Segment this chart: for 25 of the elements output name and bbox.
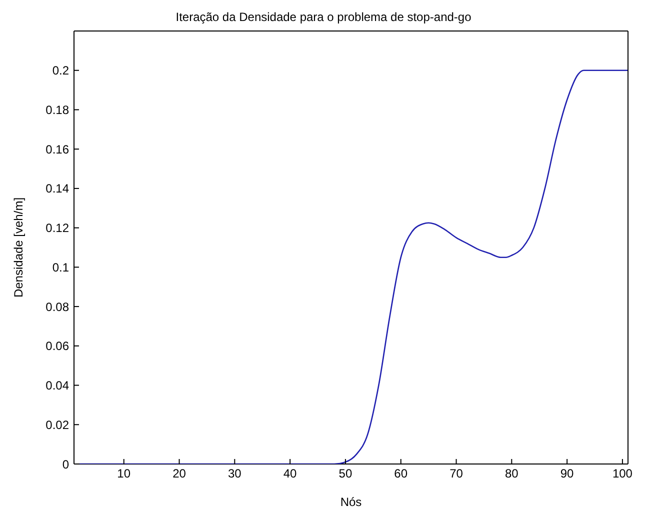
- line-series: [78, 70, 628, 464]
- y-tick-label: 0.02: [46, 418, 70, 432]
- x-tick-label: 70: [450, 466, 464, 481]
- y-tick-label: 0.16: [46, 142, 70, 156]
- x-tick-label: 30: [228, 466, 242, 481]
- x-tick-label: 20: [172, 466, 186, 481]
- x-tick-label: 50: [338, 466, 352, 481]
- y-tick-label: 0.18: [46, 102, 70, 117]
- y-tick-label: 0.12: [46, 221, 70, 236]
- x-axis-title: Nós: [340, 495, 362, 509]
- y-tick-label: 0.2: [52, 64, 70, 78]
- chart-title: Iteração da Densidade para o problema de stop-and-go: [174, 9, 472, 26]
- y-tick-label: 0.14: [46, 182, 70, 196]
- y-tick-label: 0.04: [46, 378, 70, 393]
- x-tick-label: 10: [117, 466, 131, 481]
- y-tick-label: 0: [62, 457, 70, 472]
- x-tick-label: 90: [560, 466, 574, 481]
- x-tick-label: 60: [394, 466, 408, 481]
- y-tick-label: 0.1: [52, 260, 70, 274]
- y-tick-label: 0.08: [46, 300, 70, 314]
- x-tick-label: 40: [283, 466, 298, 481]
- x-tick-label: 100: [612, 466, 633, 481]
- y-tick-label: 0.06: [46, 339, 70, 354]
- x-tick-label: 80: [504, 466, 519, 481]
- y-axis-title: Densidade [veh/m]: [11, 197, 26, 298]
